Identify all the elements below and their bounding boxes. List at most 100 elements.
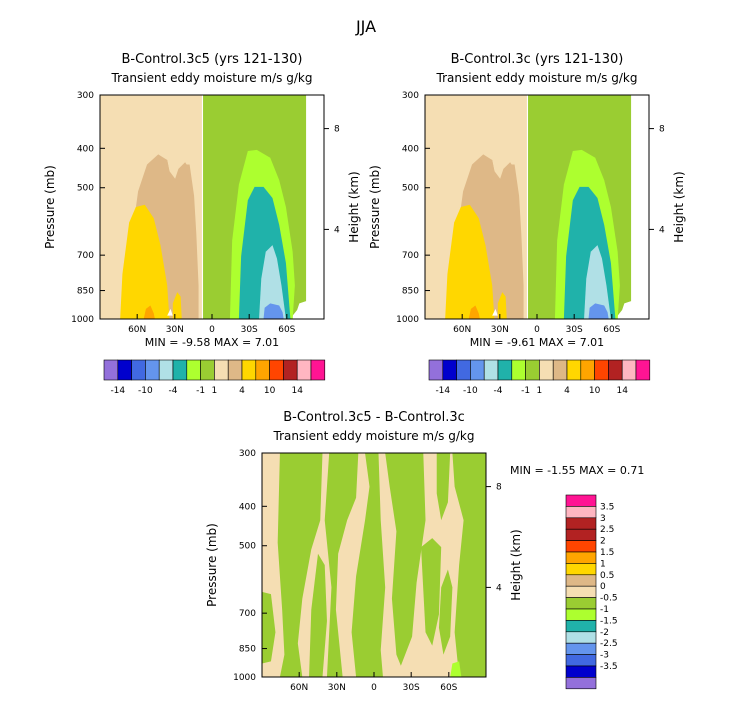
contour-fill-4b bbox=[172, 292, 182, 319]
height-tick-label: 4 bbox=[334, 225, 340, 235]
colorbar-box bbox=[172, 359, 188, 381]
colorbar-box bbox=[145, 359, 160, 381]
contour-fill-m6 bbox=[259, 245, 286, 319]
contour-fill-m6 bbox=[584, 245, 611, 319]
colorbar-label: -1 bbox=[600, 605, 609, 615]
pressure-tick-label: 700 bbox=[77, 251, 94, 261]
height-tick-label: 8 bbox=[496, 483, 502, 493]
colorbar-box bbox=[552, 359, 568, 381]
colorbar-box bbox=[525, 359, 540, 381]
colorbar-label: -0.5 bbox=[600, 594, 618, 604]
colorbar-box bbox=[565, 494, 597, 507]
colorbar-box bbox=[497, 359, 513, 381]
colorbar-label: -14 bbox=[110, 386, 125, 396]
height-tick-label: 4 bbox=[659, 225, 665, 235]
colorbar-box bbox=[214, 359, 229, 381]
lat-tick-label: 30N bbox=[166, 325, 184, 335]
colorbar-box bbox=[227, 359, 243, 381]
contour-fill-diff-negative-6 bbox=[385, 453, 426, 666]
pressure-tick-label: 850 bbox=[239, 645, 256, 655]
colorbar-box bbox=[566, 359, 582, 381]
pressure-tick-label: 400 bbox=[402, 144, 419, 154]
lat-tick-label: 30S bbox=[403, 683, 420, 693]
colorbar-label: 1 bbox=[600, 559, 606, 569]
panel-1: 300 400 500 700 850 1000 8 4 60N 30N 0 30S 60S Pressu… bbox=[43, 52, 361, 396]
colorbar-box bbox=[565, 563, 597, 576]
colorbar-box bbox=[565, 665, 597, 678]
lat-tick-label: 30N bbox=[328, 683, 346, 693]
pressure-tick-label: 400 bbox=[239, 502, 256, 512]
colorbar-box bbox=[565, 506, 597, 519]
lat-tick-label: 0 bbox=[534, 325, 540, 335]
lat-tick-label: 60N bbox=[128, 325, 146, 335]
y-axis-label: Pressure (mb) bbox=[368, 165, 382, 249]
lat-tick-label: 60N bbox=[453, 325, 471, 335]
panel-subtitle: Transient eddy moisture m/s g/kg bbox=[273, 429, 475, 443]
y-axis-label-right: Height (km) bbox=[672, 171, 686, 242]
colorbar-label: 3.5 bbox=[600, 502, 614, 512]
colorbar-label: -10 bbox=[138, 386, 153, 396]
contour-fill-6 bbox=[468, 305, 480, 319]
colorbar-label: -1.5 bbox=[600, 616, 618, 626]
colorbar-box bbox=[565, 654, 597, 667]
panel-3: 300 400 500 700 850 1000 8 4 60N 30N 0 30S 60S Pressu… bbox=[205, 410, 644, 693]
colorbar-label: -14 bbox=[435, 386, 450, 396]
min-max-stats: MIN = -9.58 MAX = 7.01 bbox=[145, 336, 279, 349]
colorbar-label: 1 bbox=[212, 386, 218, 396]
pressure-tick-label: 500 bbox=[239, 542, 256, 552]
colorbar-label: 14 bbox=[616, 386, 628, 396]
lat-tick-label: 30S bbox=[566, 325, 583, 335]
pressure-tick-label: 300 bbox=[77, 91, 94, 101]
lat-tick-label: 60S bbox=[278, 325, 295, 335]
colorbar-box bbox=[511, 359, 526, 381]
contour-fill-4 bbox=[120, 204, 170, 319]
colorbar-label: 1.5 bbox=[600, 548, 614, 558]
lat-tick-label: 30N bbox=[491, 325, 509, 335]
pressure-tick-label: 500 bbox=[77, 184, 94, 194]
lat-tick-label: 60S bbox=[603, 325, 620, 335]
colorbar-label: 1 bbox=[537, 386, 543, 396]
pressure-tick-label: 1000 bbox=[396, 315, 419, 325]
height-tick-label: 8 bbox=[334, 125, 340, 135]
colorbar-label: 10 bbox=[589, 386, 601, 396]
colorbar-label: -2 bbox=[600, 628, 609, 638]
colorbar-box bbox=[565, 608, 597, 621]
y-axis-label: Pressure (mb) bbox=[43, 165, 57, 249]
contour-fill-diff-negative-3 bbox=[309, 553, 327, 677]
contour-fill-4b bbox=[497, 292, 507, 319]
pressure-tick-label: 700 bbox=[239, 609, 256, 619]
min-max-stats: MIN = -1.55 MAX = 0.71 bbox=[510, 464, 644, 477]
colorbar-box bbox=[296, 359, 312, 381]
pressure-tick-label: 400 bbox=[77, 144, 94, 154]
colorbar-box bbox=[565, 597, 597, 610]
contour-gap bbox=[167, 308, 173, 316]
colorbar-box bbox=[269, 359, 284, 381]
y-axis-label-right: Height (km) bbox=[509, 529, 523, 600]
pressure-tick-label: 1000 bbox=[71, 315, 94, 325]
panel-title: B-Control.3c5 (yrs 121-130) bbox=[122, 52, 303, 67]
y-axis-label-right: Height (km) bbox=[347, 171, 361, 242]
contour-fill-diff-negative-4 bbox=[324, 453, 359, 677]
height-tick-label: 4 bbox=[496, 583, 502, 593]
colorbar-label: -1 bbox=[521, 386, 530, 396]
colorbar-box bbox=[594, 359, 609, 381]
colorbar-box bbox=[621, 359, 637, 381]
contour-fill-diff-negative-9 bbox=[438, 569, 453, 655]
colorbar-box bbox=[200, 359, 215, 381]
colorbar-box bbox=[131, 359, 146, 381]
colorbar-box bbox=[565, 517, 597, 530]
panel-subtitle: Transient eddy moisture m/s g/kg bbox=[436, 71, 638, 85]
colorbar-box bbox=[283, 359, 298, 381]
colorbar-label: -1 bbox=[196, 386, 205, 396]
contour-fill-diff-m2 bbox=[450, 661, 462, 677]
colorbar-label: 4 bbox=[239, 386, 245, 396]
pressure-tick-label: 700 bbox=[402, 251, 419, 261]
height-tick-label: 8 bbox=[659, 125, 665, 135]
colorbar-box bbox=[428, 359, 444, 381]
min-max-stats: MIN = -9.61 MAX = 7.01 bbox=[470, 336, 604, 349]
colorbar-box bbox=[565, 528, 597, 541]
lat-tick-label: 60N bbox=[290, 683, 308, 693]
colorbar-box bbox=[565, 620, 597, 633]
colorbar-box bbox=[565, 551, 597, 564]
